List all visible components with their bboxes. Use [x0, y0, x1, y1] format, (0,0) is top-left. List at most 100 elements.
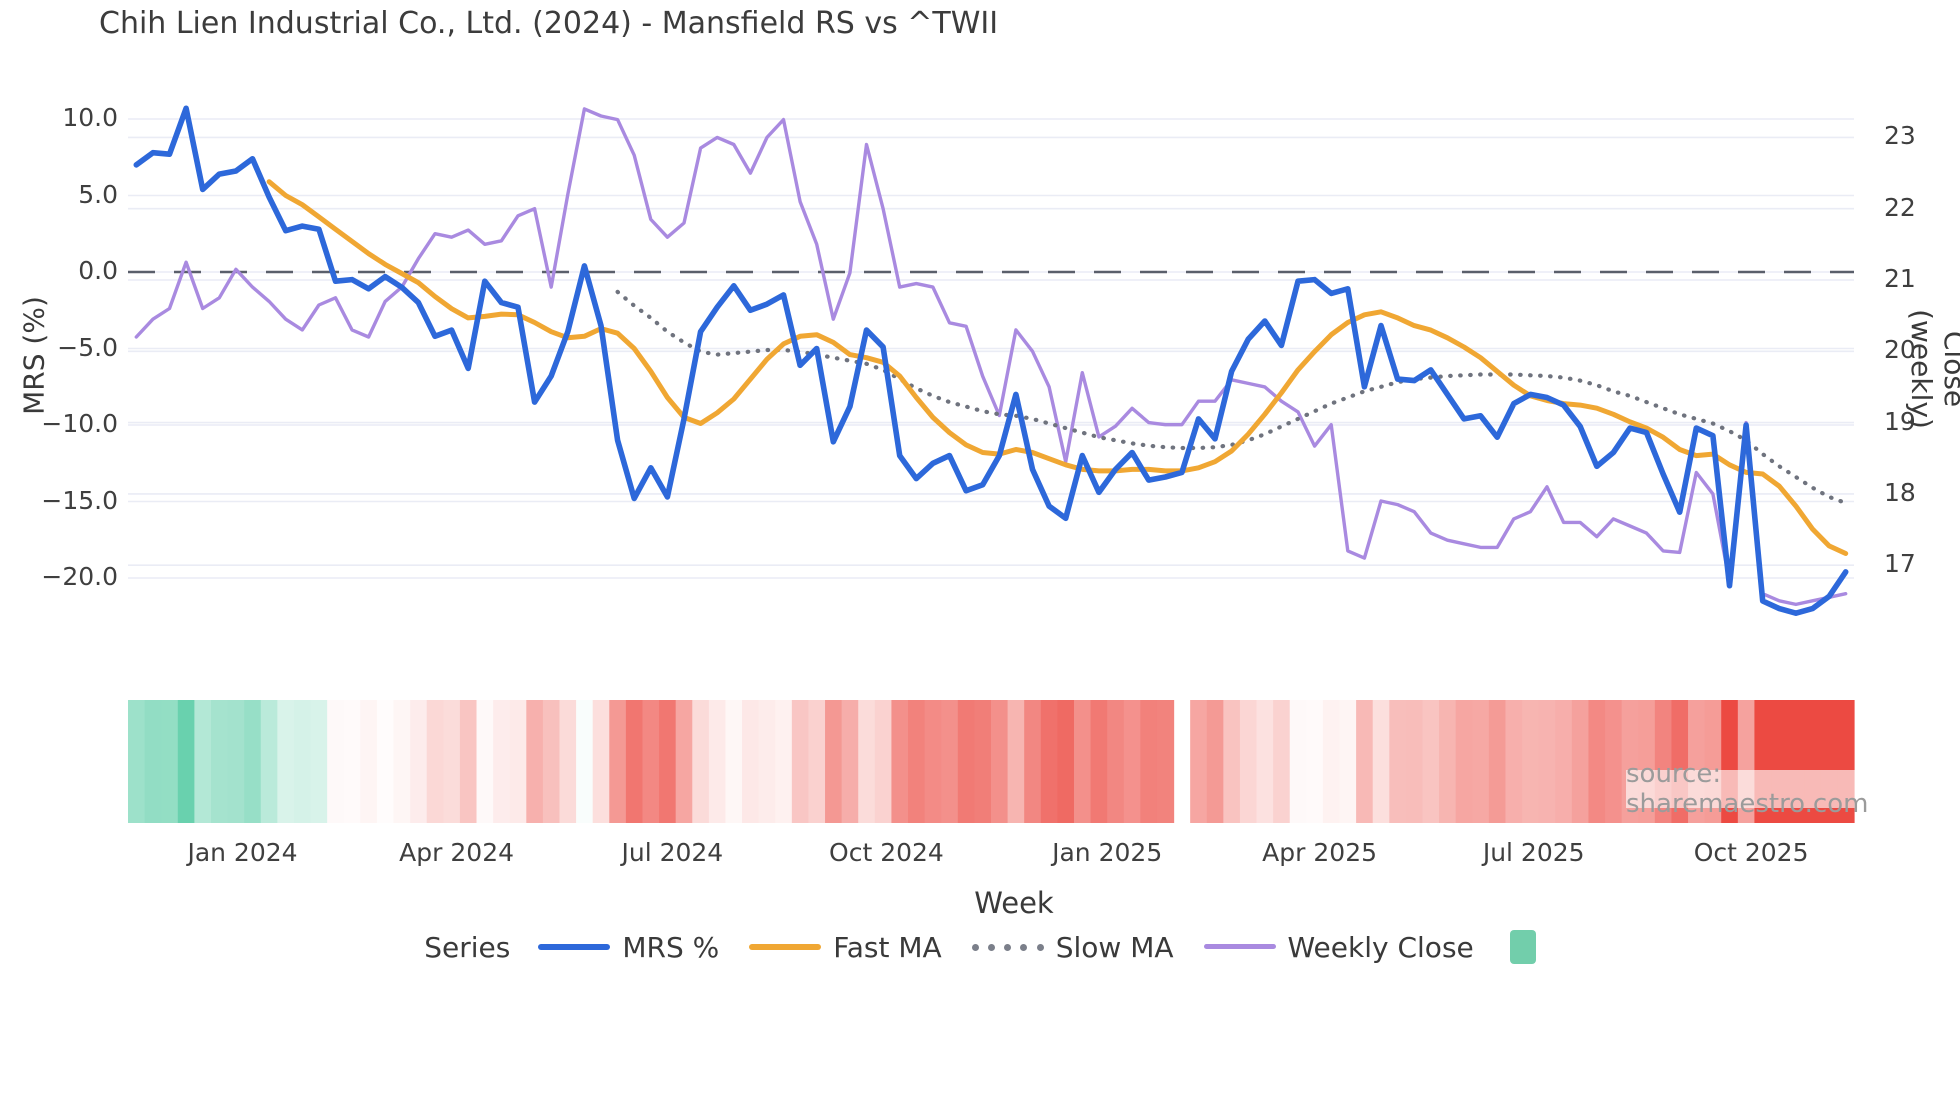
heatmap-cell — [891, 700, 909, 823]
heatmap-cell — [1057, 700, 1075, 823]
y-tick-right: 23 — [1884, 121, 1916, 151]
heatmap-cell — [1571, 700, 1590, 823]
y-tick-left: −20.0 — [41, 562, 118, 591]
x-tick: Jan 2024 — [187, 838, 298, 867]
heatmap-cell — [426, 700, 444, 823]
heatmap-cell — [144, 700, 162, 823]
heatmap-cell — [1455, 700, 1473, 823]
heatmap-cell — [974, 700, 992, 823]
heatmap-cell — [1339, 700, 1357, 823]
heatmap-cell — [1024, 700, 1042, 823]
heatmap-cell — [1356, 700, 1374, 823]
heatmap-cell — [874, 700, 893, 823]
heatmap-cell — [393, 700, 411, 823]
legend-item-mrs: MRS % — [538, 931, 719, 964]
y-tick-left: 10.0 — [62, 103, 118, 132]
heatmap-cell — [476, 700, 494, 823]
legend-item-weekly-close: Weekly Close — [1203, 931, 1474, 964]
heatmap-cell — [841, 700, 859, 823]
heatmap-cell — [908, 700, 926, 823]
y-tick-right: 21 — [1884, 264, 1916, 293]
mrs-line — [133, 105, 1849, 616]
legend: Series MRS % Fast MA Slow MA Weekly Clos… — [0, 930, 1960, 964]
slow-ma-line — [615, 289, 1848, 506]
heatmap-cell — [758, 700, 776, 823]
legend-item-fast-ma: Fast MA — [749, 931, 942, 964]
heatmap-cell — [459, 700, 478, 823]
heatmap-cell — [1422, 700, 1440, 823]
heatmap-cell — [1239, 700, 1258, 823]
x-tick: Jul 2025 — [1482, 838, 1585, 867]
x-tick: Apr 2024 — [399, 838, 515, 867]
heatmap-cell — [1555, 700, 1573, 823]
y-tick-left: 0.0 — [78, 256, 118, 285]
heatmap-cell — [443, 700, 461, 823]
y-tick-right: 18 — [1884, 477, 1916, 507]
heatmap-cell — [260, 700, 278, 823]
heatmap-cell — [1306, 700, 1324, 823]
y-tick-right: 19 — [1884, 406, 1916, 436]
x-tick: Oct 2025 — [1693, 838, 1809, 867]
heatmap-cell — [725, 700, 743, 823]
heatmap-cell — [924, 700, 942, 823]
heatmap-cell — [609, 700, 627, 823]
heatmap-cell — [1140, 700, 1158, 823]
heatmap-cell — [559, 700, 577, 823]
heatmap-cell — [493, 700, 511, 823]
heatmap-cell — [1522, 700, 1540, 823]
heatmap-cell — [957, 700, 976, 823]
heatmap-cell — [161, 700, 179, 823]
heatmap-cell — [1439, 700, 1457, 823]
heatmap-cell — [1289, 700, 1307, 823]
heatmap-cell — [1405, 700, 1424, 823]
y-tick-left: −15.0 — [41, 485, 118, 515]
heatmap-cell — [1107, 700, 1125, 823]
heatmap-cell — [941, 700, 959, 823]
x-tick: Jul 2024 — [621, 838, 724, 867]
heatmap-cell — [277, 700, 295, 823]
heatmap-cell — [376, 700, 395, 823]
heatmap-cell — [1505, 700, 1523, 823]
y-axis-title-right: Close (weekly) — [1905, 309, 1960, 429]
heatmap-cell — [1123, 700, 1141, 823]
heatmap-cell — [1538, 700, 1556, 823]
heatmap-cell — [625, 700, 644, 823]
heatmap-cell — [642, 700, 660, 823]
heatmap-cell — [1273, 700, 1291, 823]
heatmap-cell — [1488, 700, 1507, 823]
heatmap-cell — [1223, 700, 1241, 823]
heatmap-cell — [310, 700, 328, 823]
y-tick-right: 17 — [1884, 549, 1916, 579]
heatmap-cell — [675, 700, 693, 823]
chart-title: Chih Lien Industrial Co., Ltd. (2024) - … — [99, 6, 999, 41]
y-tick-right: 22 — [1884, 192, 1916, 222]
heatmap-cell — [1389, 700, 1407, 823]
heatmap-cell — [526, 700, 544, 823]
x-tick: Oct 2024 — [829, 838, 944, 867]
heatmap-cell — [177, 700, 195, 823]
heatmap-cell — [1040, 700, 1058, 823]
heatmap-cell — [210, 700, 229, 823]
x-tick: Apr 2025 — [1262, 838, 1378, 867]
heatmap-cell — [742, 700, 760, 823]
heatmap-cell — [1206, 700, 1224, 823]
heatmap-cell — [1472, 700, 1490, 823]
heatmap-cell — [1007, 700, 1025, 823]
heatmap-cell — [825, 700, 843, 823]
heatmap-cell — [327, 700, 345, 823]
heatmap-cell — [775, 700, 793, 823]
heatmap-swatch-icon — [1509, 930, 1536, 964]
heatmap-cell — [991, 700, 1009, 823]
heatmap-cell — [1372, 700, 1390, 823]
heatmap-cell — [858, 700, 876, 823]
heatmap-cell — [410, 700, 428, 823]
y-tick-left: 5.0 — [78, 179, 118, 209]
heatmap-cell — [1090, 700, 1108, 823]
heatmap-cell — [592, 700, 610, 823]
heatmap-cell — [293, 700, 312, 823]
heatmap-cell — [808, 700, 826, 823]
heatmap-cell — [343, 700, 361, 823]
heatmap-cell — [1073, 700, 1092, 823]
weekly-close-line — [134, 107, 1848, 607]
heatmap-cell — [659, 700, 677, 823]
